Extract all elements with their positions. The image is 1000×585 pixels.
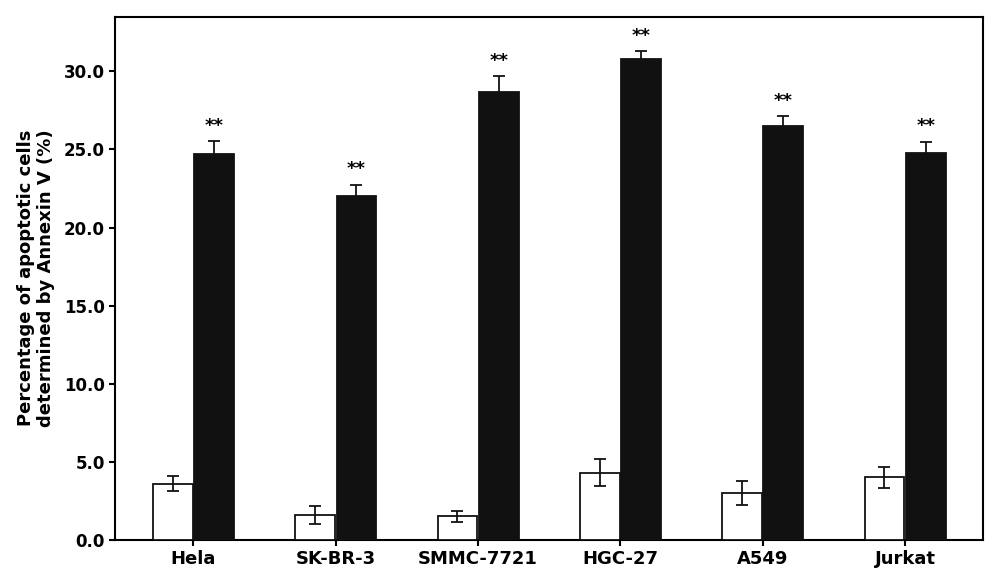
Bar	[906, 153, 946, 540]
Bar	[295, 515, 335, 540]
Y-axis label: Percentage of apoptotic cells
determined by Annexin V (%): Percentage of apoptotic cells determined…	[17, 129, 55, 427]
Bar	[438, 517, 477, 540]
Bar	[865, 477, 904, 540]
Bar	[621, 59, 661, 540]
Text: **: **	[774, 92, 793, 109]
Bar	[580, 473, 620, 540]
Bar	[194, 154, 234, 540]
Text: **: **	[632, 27, 651, 45]
Text: **: **	[205, 116, 224, 135]
Bar	[763, 126, 803, 540]
Text: **: **	[916, 118, 935, 135]
Bar	[337, 197, 376, 540]
Text: **: **	[347, 160, 366, 178]
Bar	[722, 493, 762, 540]
Bar	[153, 484, 193, 540]
Text: **: **	[489, 52, 508, 70]
Bar	[479, 92, 519, 540]
